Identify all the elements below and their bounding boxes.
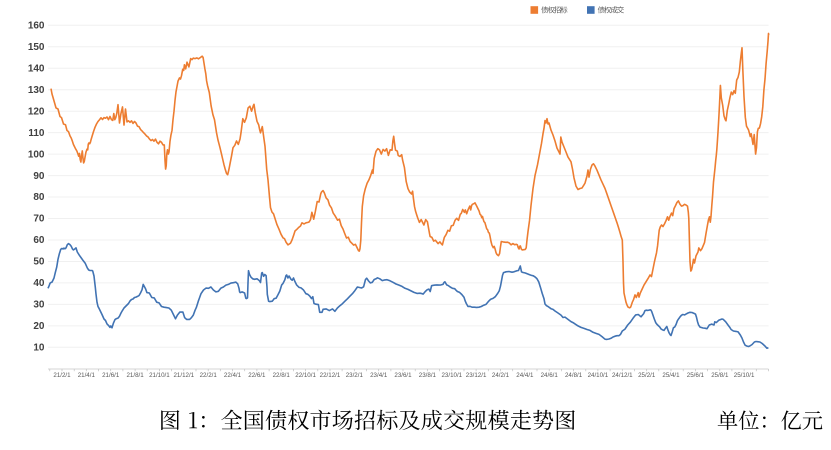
svg-text:24/2/1: 24/2/1 bbox=[492, 372, 510, 379]
svg-text:22/6/1: 22/6/1 bbox=[248, 372, 266, 379]
svg-text:20: 20 bbox=[33, 321, 45, 332]
svg-text:22/8/1: 22/8/1 bbox=[273, 372, 291, 379]
svg-text:25/4/1: 25/4/1 bbox=[662, 372, 680, 379]
svg-text:24/6/1: 24/6/1 bbox=[541, 372, 559, 379]
svg-text:50: 50 bbox=[33, 257, 45, 268]
svg-text:22/10/1: 22/10/1 bbox=[295, 372, 316, 379]
svg-text:25/8/1: 25/8/1 bbox=[711, 372, 729, 379]
svg-text:160: 160 bbox=[28, 21, 45, 32]
svg-text:120: 120 bbox=[28, 106, 45, 117]
svg-text:110: 110 bbox=[28, 128, 45, 139]
svg-text:140: 140 bbox=[28, 63, 45, 74]
svg-text:24/8/1: 24/8/1 bbox=[565, 372, 583, 379]
svg-text:22/12/1: 22/12/1 bbox=[320, 372, 341, 379]
svg-text:130: 130 bbox=[28, 85, 45, 96]
svg-text:21/12/1: 21/12/1 bbox=[173, 372, 194, 379]
svg-text:23/10/1: 23/10/1 bbox=[441, 372, 462, 379]
svg-text:70: 70 bbox=[33, 214, 45, 225]
svg-text:22/4/1: 22/4/1 bbox=[224, 372, 242, 379]
svg-text:60: 60 bbox=[33, 235, 45, 246]
svg-text:23/8/1: 23/8/1 bbox=[419, 372, 437, 379]
svg-text:24/4/1: 24/4/1 bbox=[516, 372, 534, 379]
svg-text:90: 90 bbox=[33, 171, 45, 182]
svg-text:24/12/1: 24/12/1 bbox=[612, 372, 633, 379]
svg-text:22/2/1: 22/2/1 bbox=[200, 372, 218, 379]
svg-text:21/8/1: 21/8/1 bbox=[126, 372, 144, 379]
svg-text:10: 10 bbox=[33, 343, 45, 354]
svg-text:25/6/1: 25/6/1 bbox=[687, 372, 705, 379]
svg-text:24/10/1: 24/10/1 bbox=[588, 372, 609, 379]
svg-text:80: 80 bbox=[33, 192, 45, 203]
svg-text:23/6/1: 23/6/1 bbox=[394, 372, 412, 379]
svg-text:25/2/1: 25/2/1 bbox=[638, 372, 656, 379]
svg-text:25/10/1: 25/10/1 bbox=[734, 372, 755, 379]
svg-text:23/4/1: 23/4/1 bbox=[370, 372, 388, 379]
svg-text:150: 150 bbox=[28, 42, 45, 53]
svg-text:23/12/1: 23/12/1 bbox=[466, 372, 487, 379]
svg-text:40: 40 bbox=[33, 278, 45, 289]
svg-text:21/2/1: 21/2/1 bbox=[53, 372, 71, 379]
svg-text:100: 100 bbox=[28, 149, 45, 160]
svg-text:21/10/1: 21/10/1 bbox=[149, 372, 170, 379]
svg-text:23/2/1: 23/2/1 bbox=[346, 372, 364, 379]
svg-text:21/4/1: 21/4/1 bbox=[78, 372, 96, 379]
svg-text:21/6/1: 21/6/1 bbox=[102, 372, 120, 379]
svg-text:30: 30 bbox=[33, 300, 45, 311]
